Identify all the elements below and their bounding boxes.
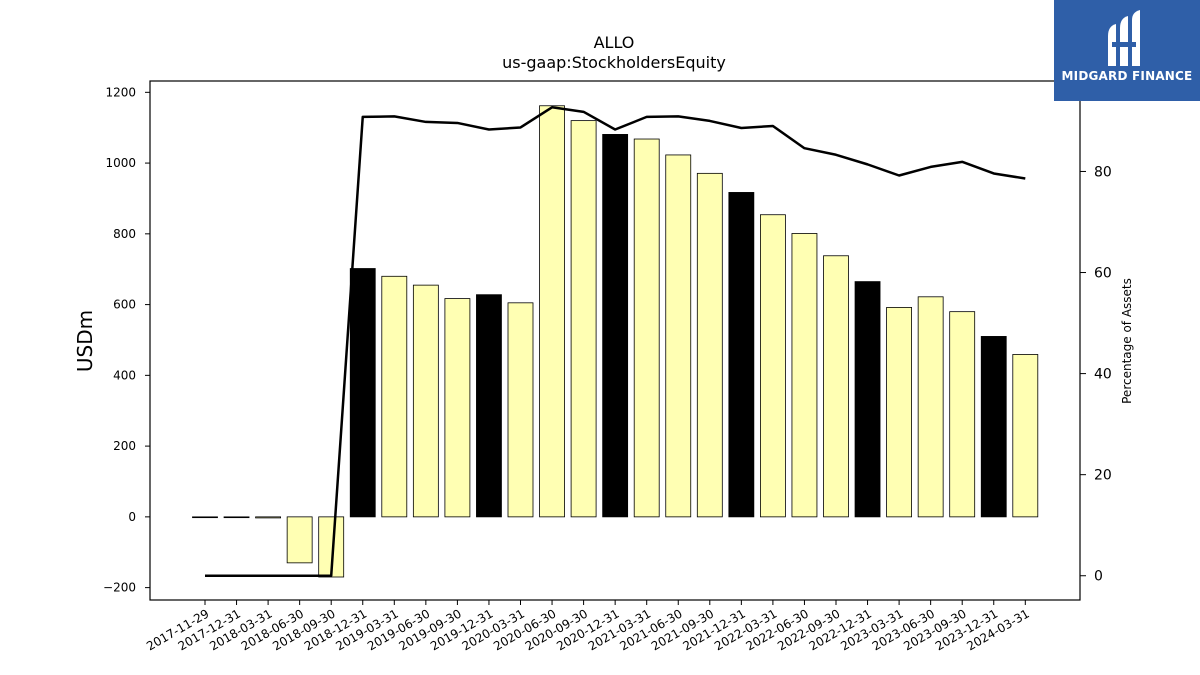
bar-2018-12-31: [349, 268, 376, 518]
y-tick-label: 1200: [105, 85, 136, 99]
y-tick-label: 0: [128, 510, 136, 524]
percentage-of-assets-line: [205, 106, 1026, 577]
y-tick-label: 1000: [105, 156, 136, 170]
bar-2018-03-31: [255, 516, 282, 519]
chart-subtitle: us-gaap:StockholdersEquity: [502, 53, 726, 72]
y2-tick-label: 20: [1094, 468, 1112, 484]
y-axis-label: USDm: [73, 310, 97, 372]
bar-2022-12-31: [854, 281, 881, 518]
y-tick-label: −200: [103, 581, 136, 595]
bar-2019-06-30: [412, 284, 439, 518]
bar-2020-06-30: [539, 105, 565, 518]
midgard-finance-logo: MIDGARD FINANCE: [1054, 0, 1200, 101]
bar-2020-12-31: [602, 134, 629, 518]
bar-2024-03-31: [1012, 354, 1039, 518]
bar-2021-06-30: [665, 154, 692, 518]
y-tick-label: 400: [113, 368, 136, 382]
y2-tick-label: 40: [1094, 367, 1112, 383]
logo-text: MIDGARD FINANCE: [1061, 69, 1193, 83]
y-tick-label: 800: [113, 227, 136, 241]
y2-tick-label: 0: [1094, 569, 1103, 585]
bar-2022-06-30: [791, 233, 818, 518]
bar-2022-03-31: [760, 214, 786, 518]
bar-2020-03-31: [507, 302, 534, 518]
bar-2023-09-30: [949, 311, 976, 518]
logo-mark-icon: [1108, 10, 1140, 66]
y-tick-label: 200: [113, 439, 136, 453]
bar-2021-09-30: [696, 172, 723, 518]
y2-tick-label: 80: [1094, 164, 1112, 180]
y2-tick-label: 60: [1094, 266, 1112, 282]
right-axis: 0 20 40 60 80: [1080, 164, 1112, 585]
bar-2023-06-30: [917, 296, 944, 518]
bar-2020-09-30: [570, 120, 597, 518]
bar-2019-03-31: [381, 275, 408, 518]
y-tick-label: 600: [113, 298, 136, 312]
x-axis: 2017-11-292017-12-312018-03-312018-06-30…: [144, 600, 1032, 653]
y2-axis-label: Percentage of Assets: [1120, 278, 1134, 404]
bar-2023-03-31: [886, 307, 912, 518]
bar-2023-12-31: [980, 336, 1007, 518]
bar-2017-11-29: [192, 516, 218, 519]
left-axis: −200 0 200 400 600 800 1000 1200: [103, 85, 150, 595]
bar-2019-09-30: [444, 298, 471, 518]
bar-2021-03-31: [633, 138, 660, 518]
bar-2018-06-30: [286, 516, 313, 564]
bar-2021-12-31: [728, 192, 755, 518]
bars: [192, 105, 1039, 578]
bar-2019-12-31: [476, 294, 502, 518]
bar-2017-12-31: [223, 516, 250, 519]
chart-title: ALLO: [594, 33, 635, 52]
asset-percentage-line: [205, 106, 1026, 577]
bar-2022-09-30: [823, 255, 849, 518]
